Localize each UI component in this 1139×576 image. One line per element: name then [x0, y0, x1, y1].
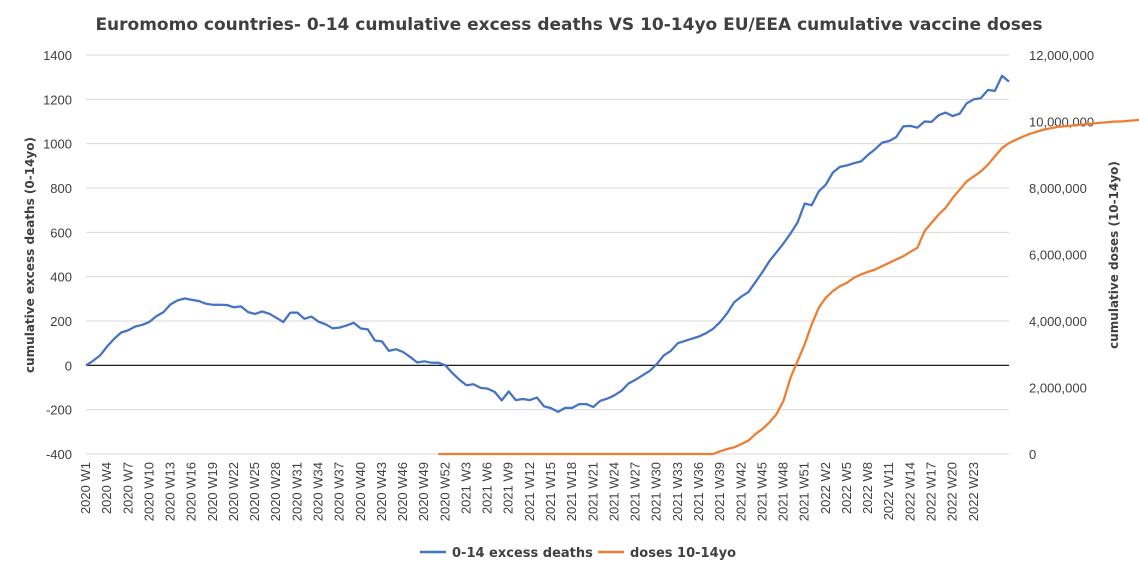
- left-tick-label: 1400: [43, 48, 72, 63]
- x-tick-label: 2020 W49: [416, 462, 431, 521]
- series-lines: [85, 74, 1139, 456]
- x-tick-label: 2020 W13: [163, 462, 178, 521]
- right-tick-label: 2,000,000: [1029, 381, 1087, 396]
- left-axis: -400 -200 0 200 400 600 800 1000 1200 1400: [43, 48, 72, 462]
- left-tick-label: -200: [46, 403, 72, 418]
- left-tick-label: 400: [50, 270, 72, 285]
- left-axis-title: cumulative excess deaths (0-14yo): [23, 137, 37, 373]
- legend: 0-14 excess deaths doses 10-14yo: [420, 546, 736, 561]
- x-tick-label: 2020 W46: [395, 462, 410, 521]
- x-tick-label: 2022 W2: [818, 462, 833, 514]
- x-tick-label: 2022 W11: [881, 462, 896, 520]
- left-tick-label: -400: [46, 447, 72, 462]
- x-tick-label: 2021 W45: [754, 462, 769, 521]
- left-tick-label: 1200: [43, 92, 72, 107]
- x-tick-label: 2022 W17: [924, 462, 939, 521]
- chart-title: Euromomo countries- 0-14 cumulative exce…: [95, 15, 1042, 35]
- x-tick-label: 2020 W31: [289, 462, 304, 521]
- x-tick-label: 2020 W7: [120, 462, 135, 514]
- x-tick-label: 2020 W1: [78, 462, 93, 514]
- x-tick-label: 2022 W20: [945, 462, 960, 521]
- left-tick-label: 1000: [43, 137, 72, 152]
- x-tick-label: 2020 W19: [205, 462, 220, 521]
- x-tick-label: 2021 W12: [522, 462, 537, 521]
- x-tick-label: 2021 W36: [691, 462, 706, 521]
- gridlines: [86, 54, 1009, 455]
- x-tick-label: 2020 W37: [332, 462, 347, 521]
- right-axis-title: cumulative doses (10-14yo): [1107, 161, 1121, 349]
- x-tick-label: 2021 W27: [628, 462, 643, 521]
- x-tick-label: 2022 W5: [839, 462, 854, 514]
- x-tick-label: 2021 W48: [776, 462, 791, 521]
- x-tick-label: 2021 W39: [712, 462, 727, 521]
- series-line-1: [85, 74, 1010, 414]
- x-tick-label: 2020 W25: [247, 462, 262, 521]
- left-tick-label: 600: [50, 225, 72, 240]
- x-tick-label: 2020 W22: [226, 462, 241, 521]
- x-tick-label: 2021 W9: [501, 462, 516, 514]
- left-tick-label: 0: [65, 358, 72, 373]
- x-tick-label: 2021 W6: [480, 462, 495, 514]
- x-tick-label: 2021 W42: [733, 462, 748, 521]
- x-tick-label: 2020 W40: [353, 462, 368, 521]
- x-tick-label: 2021 W33: [670, 462, 685, 521]
- x-tick-label: 2021 W21: [585, 462, 600, 521]
- x-tick-label: 2020 W52: [437, 462, 452, 521]
- x-tick-label: 2020 W34: [311, 462, 326, 521]
- x-axis: 2020 W1 2020 W4 2020 W7 2020 W10 2020 W13 202…: [78, 462, 981, 521]
- x-tick-label: 2020 W10: [141, 462, 156, 521]
- x-tick-label: 2021 W24: [606, 462, 621, 521]
- x-tick-label: 2021 W15: [543, 462, 558, 521]
- right-tick-label: 6,000,000: [1029, 248, 1087, 263]
- series-line-2: [438, 118, 1139, 456]
- left-tick-label: 800: [50, 181, 72, 196]
- x-tick-label: 2020 W16: [184, 462, 199, 521]
- right-tick-label: 0: [1029, 447, 1036, 462]
- right-tick-label: 8,000,000: [1029, 181, 1087, 196]
- x-tick-label: 2022 W23: [966, 462, 981, 521]
- legend-label-1: 0-14 excess deaths: [452, 546, 593, 561]
- x-tick-label: 2020 W43: [374, 462, 389, 521]
- x-tick-label: 2022 W14: [902, 462, 917, 521]
- right-tick-label: 12,000,000: [1029, 48, 1094, 63]
- right-tick-label: 4,000,000: [1029, 314, 1087, 329]
- x-tick-label: 2021 W30: [649, 462, 664, 521]
- x-tick-label: 2022 W8: [860, 462, 875, 514]
- legend-label-2: doses 10-14yo: [630, 546, 736, 561]
- right-axis: 02,000,0004,000,0006,000,0008,000,00010,…: [1029, 48, 1094, 462]
- x-tick-label: 2021 W18: [564, 462, 579, 521]
- x-tick-label: 2020 W28: [268, 462, 283, 521]
- x-tick-label: 2021 W3: [459, 462, 474, 514]
- x-tick-label: 2020 W4: [99, 462, 114, 514]
- left-tick-label: 200: [50, 314, 72, 329]
- x-tick-label: 2021 W51: [797, 462, 812, 521]
